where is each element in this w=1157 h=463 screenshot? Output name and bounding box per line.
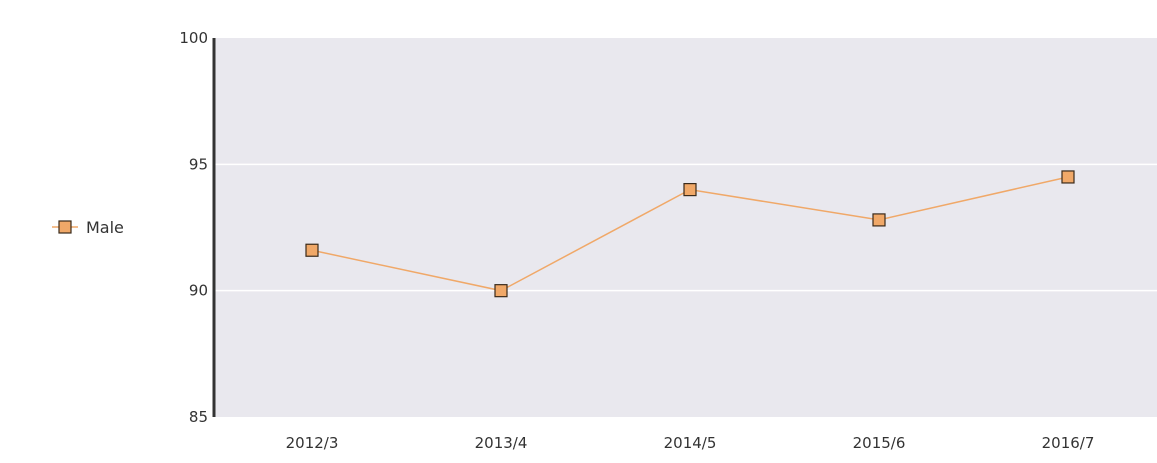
x-tick-label: 2016/7 <box>1042 434 1095 452</box>
legend[interactable]: Male <box>52 218 124 237</box>
y-tick-label: 90 <box>189 282 208 300</box>
y-tick-label: 95 <box>189 155 208 173</box>
gridlines <box>214 163 1157 292</box>
data-point-marker[interactable] <box>305 243 319 257</box>
legend-label: Male <box>86 218 124 237</box>
x-tick-label: 2013/4 <box>475 434 528 452</box>
x-tick-label: 2012/3 <box>286 434 339 452</box>
data-point-marker[interactable] <box>872 213 886 227</box>
data-point-marker[interactable] <box>683 183 697 197</box>
y-tick-labels: 85 90 95 100 <box>179 29 208 426</box>
plot-background <box>214 38 1157 417</box>
legend-marker-swatch <box>58 220 72 234</box>
y-tick-label: 85 <box>189 408 208 426</box>
x-tick-label: 2015/6 <box>853 434 906 452</box>
data-point-marker[interactable] <box>494 284 508 298</box>
y-tick-label: 100 <box>179 29 208 47</box>
x-tick-label: 2014/5 <box>664 434 717 452</box>
x-tick-labels: 2012/3 2013/4 2014/5 2015/6 2016/7 <box>286 434 1095 452</box>
data-point-marker[interactable] <box>1061 170 1075 184</box>
series <box>305 170 1075 298</box>
